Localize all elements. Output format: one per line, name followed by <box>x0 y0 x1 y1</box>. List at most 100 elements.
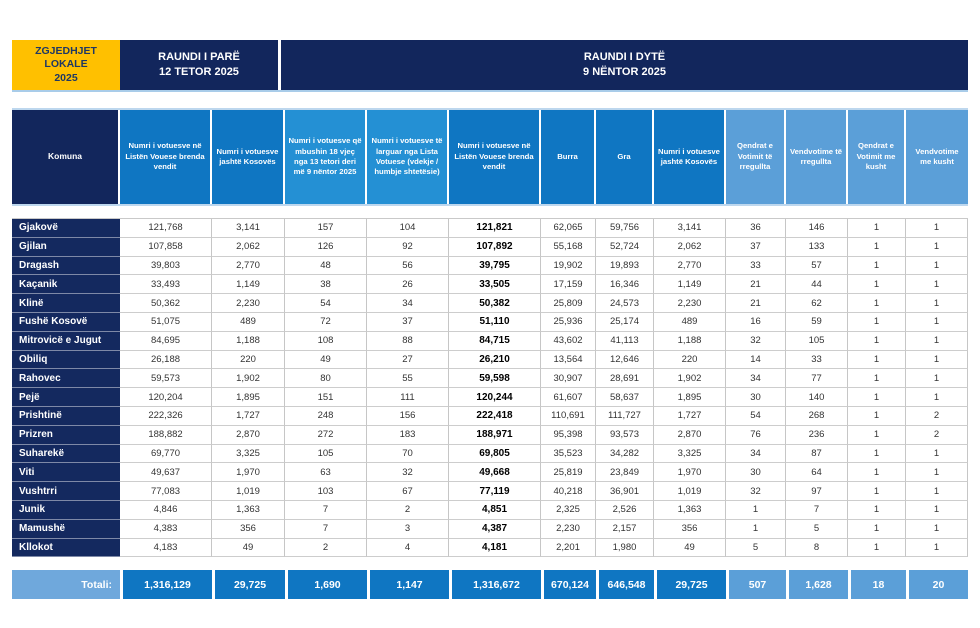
table-row: Kaçanik 33,493 1,149 38 26 33,505 17,159 16,346… <box>12 275 968 295</box>
value-cell: 1,188 <box>654 331 726 351</box>
value-cell: 220 <box>654 350 726 370</box>
value-cell: 1,970 <box>212 463 285 483</box>
value-cell: 1,188 <box>212 331 285 351</box>
column-header-13: Vendvotime me kusht <box>906 110 968 204</box>
value-cell: 1 <box>848 444 906 464</box>
value-cell: 3,141 <box>654 219 726 238</box>
value-cell: 34 <box>726 369 786 389</box>
value-cell: 489 <box>212 312 285 332</box>
value-cell: 51,110 <box>449 312 541 332</box>
value-cell: 121,768 <box>120 219 212 238</box>
value-cell: 67 <box>367 482 449 501</box>
value-cell: 26 <box>367 275 449 295</box>
municipality-name: Rahovec <box>12 369 120 389</box>
table-row: Mitrovicë e Jugut 84,695 1,188 108 88 84,715 4… <box>12 331 968 351</box>
value-cell: 2,870 <box>654 425 726 445</box>
value-cell: 107,858 <box>120 237 212 257</box>
value-cell: 105 <box>786 331 848 351</box>
value-cell: 5 <box>786 519 848 539</box>
value-cell: 34,282 <box>596 444 654 464</box>
value-cell: 43,602 <box>541 331 596 351</box>
column-header-12: Qendrat e Votimit me kusht <box>848 110 906 204</box>
value-cell: 110,691 <box>541 406 596 426</box>
municipality-name: Vushtrri <box>12 482 120 501</box>
value-cell: 3,325 <box>212 444 285 464</box>
value-cell: 13,564 <box>541 350 596 370</box>
value-cell: 14 <box>726 350 786 370</box>
municipality-name: Klinë <box>12 294 120 313</box>
value-cell: 1,149 <box>212 275 285 295</box>
total-cell: 29,725 <box>654 570 726 599</box>
value-cell: 30,907 <box>541 369 596 389</box>
value-cell: 8 <box>786 538 848 558</box>
value-cell: 157 <box>285 219 367 238</box>
value-cell: 62 <box>786 294 848 313</box>
value-cell: 2 <box>906 425 968 445</box>
value-cell: 121,821 <box>449 219 541 238</box>
value-cell: 37 <box>367 312 449 332</box>
round-two-header: RAUNDI I DYTË 9 NËNTOR 2025 <box>281 40 968 90</box>
value-cell: 188,882 <box>120 425 212 445</box>
total-cell: 1,147 <box>367 570 449 599</box>
value-cell: 1 <box>848 538 906 558</box>
value-cell: 111 <box>367 388 449 407</box>
value-cell: 84,715 <box>449 331 541 351</box>
municipality-name: Kllokot <box>12 538 120 558</box>
value-cell: 489 <box>654 312 726 332</box>
value-cell: 19,893 <box>596 256 654 276</box>
value-cell: 1 <box>906 219 968 238</box>
value-cell: 2 <box>367 500 449 520</box>
value-cell: 59 <box>786 312 848 332</box>
value-cell: 156 <box>367 406 449 426</box>
value-cell: 69,770 <box>120 444 212 464</box>
top-banner: ZGJEDHJET LOKALE 2025 RAUNDI I PARË 12 T… <box>12 40 968 90</box>
value-cell: 2,526 <box>596 500 654 520</box>
value-cell: 4,387 <box>449 519 541 539</box>
column-header-7: Burra <box>541 110 596 204</box>
value-cell: 70 <box>367 444 449 464</box>
value-cell: 76 <box>726 425 786 445</box>
value-cell: 2,230 <box>541 519 596 539</box>
value-cell: 23,849 <box>596 463 654 483</box>
value-cell: 1 <box>906 237 968 257</box>
value-cell: 140 <box>786 388 848 407</box>
value-cell: 58,637 <box>596 388 654 407</box>
value-cell: 1,980 <box>596 538 654 558</box>
value-cell: 1 <box>906 500 968 520</box>
value-cell: 1 <box>906 350 968 370</box>
value-cell: 1,727 <box>654 406 726 426</box>
value-cell: 64 <box>786 463 848 483</box>
municipality-name: Gjilan <box>12 237 120 257</box>
value-cell: 54 <box>285 294 367 313</box>
value-cell: 26,210 <box>449 350 541 370</box>
table-row: Dragash 39,803 2,770 48 56 39,795 19,902 19,893… <box>12 256 968 276</box>
value-cell: 2,201 <box>541 538 596 558</box>
municipality-name: Kaçanik <box>12 275 120 295</box>
value-cell: 1 <box>906 312 968 332</box>
value-cell: 2,062 <box>654 237 726 257</box>
value-cell: 21 <box>726 275 786 295</box>
value-cell: 55 <box>367 369 449 389</box>
value-cell: 19,902 <box>541 256 596 276</box>
value-cell: 3 <box>367 519 449 539</box>
value-cell: 50,362 <box>120 294 212 313</box>
total-cell: 1,316,672 <box>449 570 541 599</box>
value-cell: 120,204 <box>120 388 212 407</box>
value-cell: 222,326 <box>120 406 212 426</box>
table-row: Suharekë 69,770 3,325 105 70 69,805 35,523 34,2… <box>12 444 968 464</box>
totals-label: Totali: <box>12 570 120 599</box>
value-cell: 97 <box>786 482 848 501</box>
value-cell: 5 <box>726 538 786 558</box>
total-cell: 1,690 <box>285 570 367 599</box>
election-badge: ZGJEDHJET LOKALE 2025 <box>12 40 120 90</box>
municipality-name: Gjakovë <box>12 219 120 238</box>
value-cell: 1 <box>906 256 968 276</box>
value-cell: 236 <box>786 425 848 445</box>
table-row: Vushtrri 77,083 1,019 103 67 77,119 40,218 36,9… <box>12 482 968 501</box>
value-cell: 133 <box>786 237 848 257</box>
value-cell: 7 <box>285 519 367 539</box>
value-cell: 28,691 <box>596 369 654 389</box>
value-cell: 188,971 <box>449 425 541 445</box>
value-cell: 37 <box>726 237 786 257</box>
value-cell: 2,325 <box>541 500 596 520</box>
